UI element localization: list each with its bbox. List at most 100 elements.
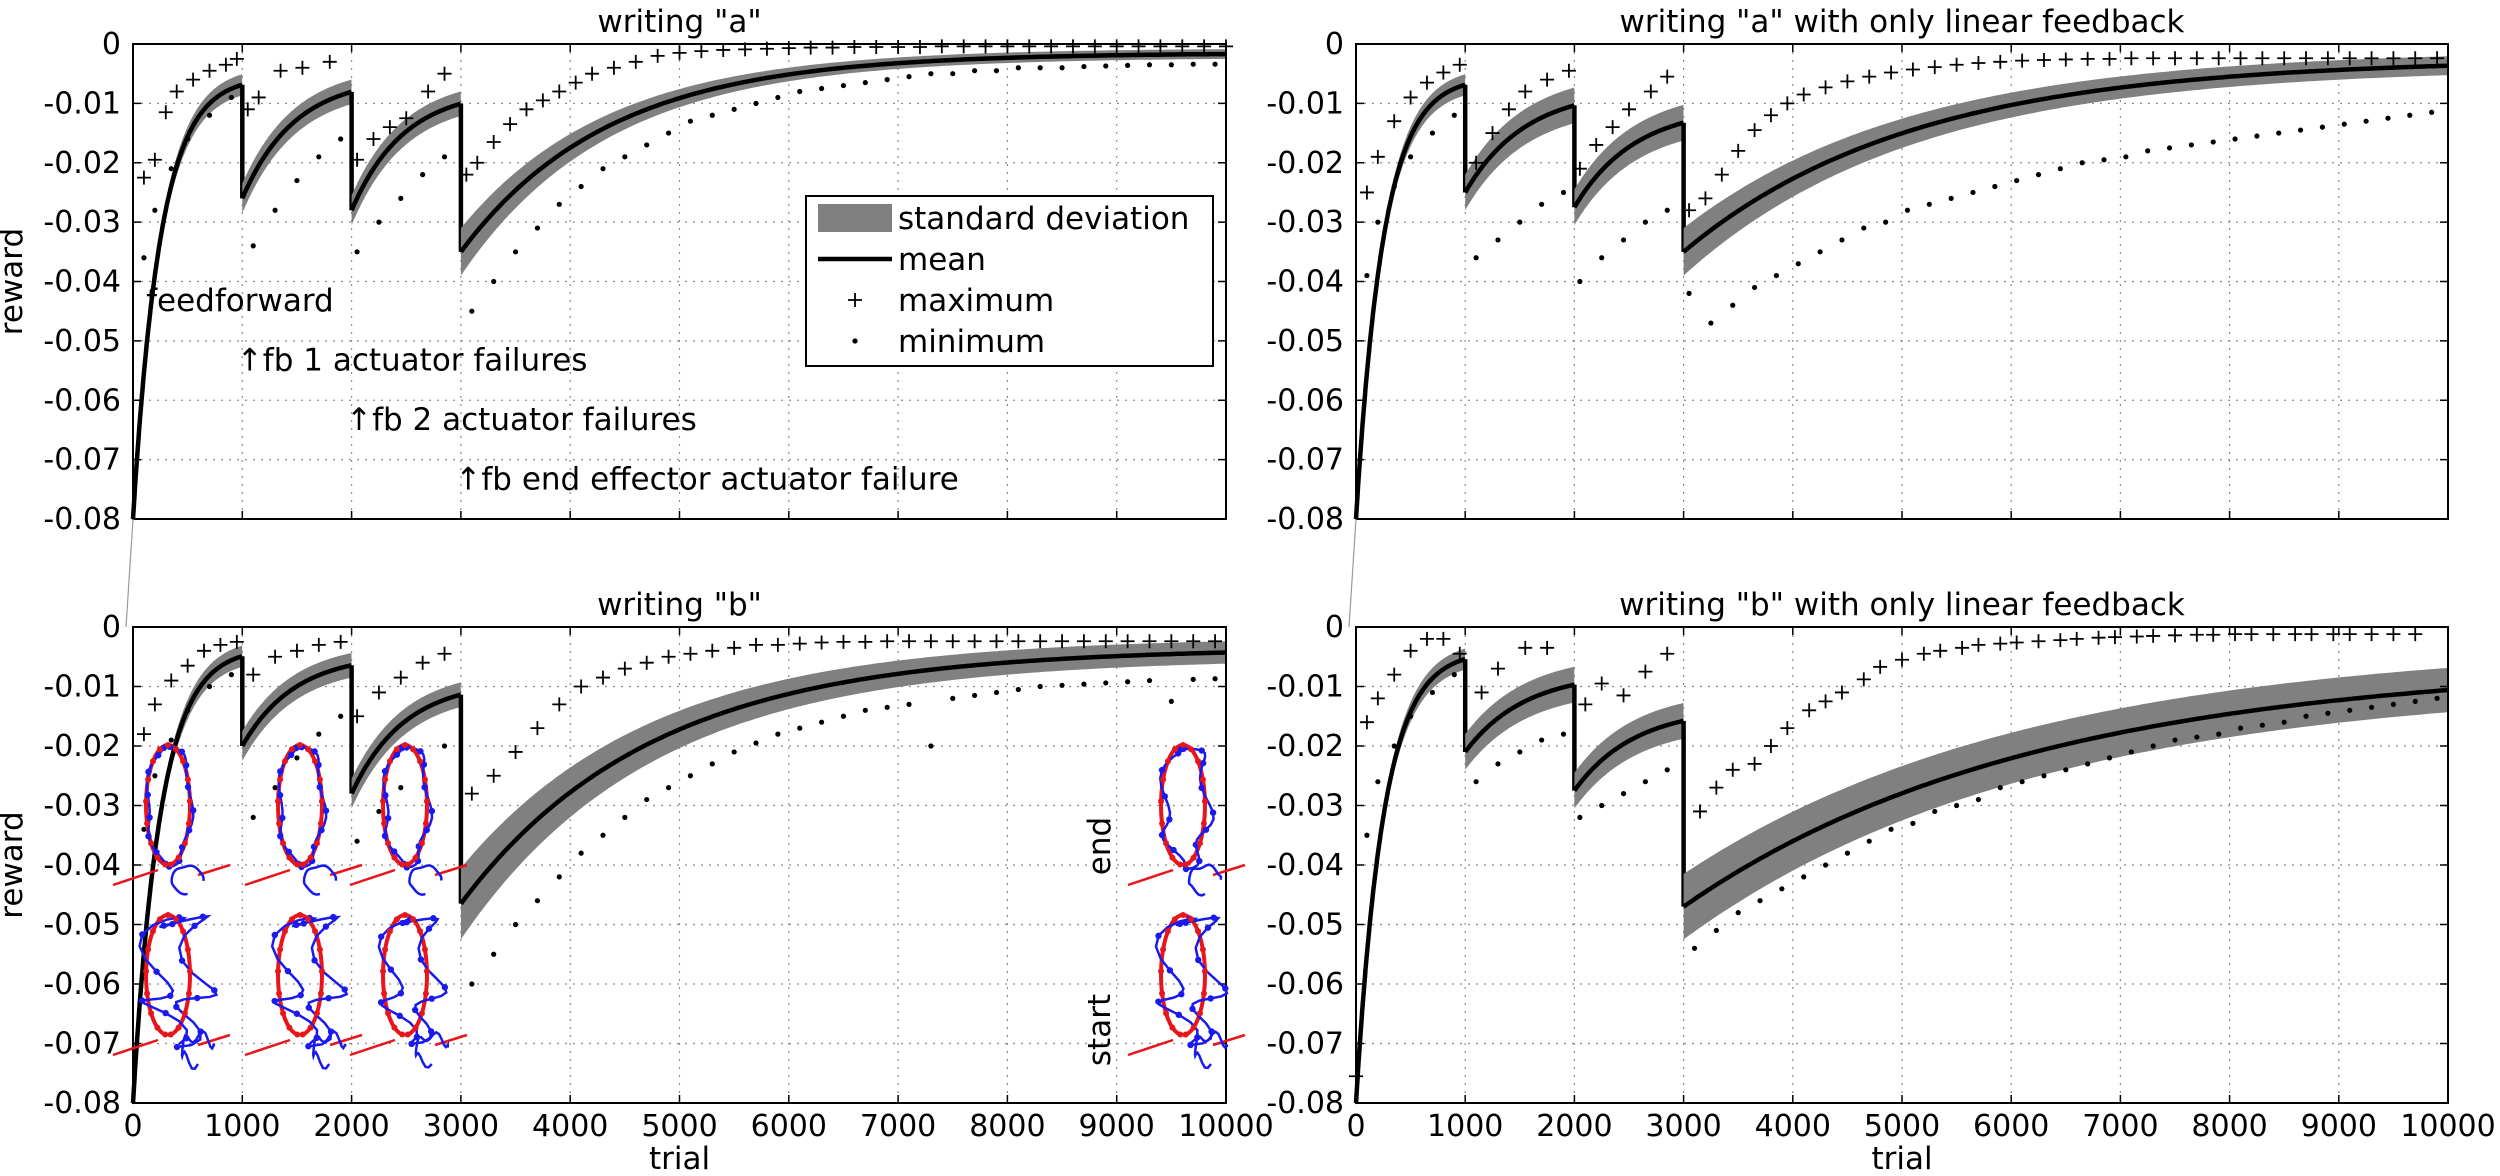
maximum-point xyxy=(229,51,244,66)
minimum-point xyxy=(1975,796,1982,803)
minimum-point xyxy=(1081,681,1087,687)
target-trajectory-point xyxy=(313,840,320,847)
actual-trajectory-point xyxy=(191,922,198,930)
target-trajectory xyxy=(434,863,468,877)
trajectory-inset xyxy=(349,912,468,1069)
x-tick-label: 2000 xyxy=(1536,1109,1612,1144)
maximum-point xyxy=(371,685,386,700)
minimum-point xyxy=(1861,225,1867,231)
maximum-point xyxy=(2124,51,2139,66)
maximum-point xyxy=(1643,84,1658,99)
actual-trajectory-point xyxy=(1155,932,1162,940)
maximum-point xyxy=(2304,627,2319,642)
maximum-point xyxy=(2320,51,2335,66)
minimum-point xyxy=(2325,710,2331,716)
y-tick-label: -0.04 xyxy=(1266,848,1344,883)
y-tick-label: -0.06 xyxy=(1266,383,1344,418)
maximum-point xyxy=(1747,123,1762,138)
minimum-point xyxy=(1081,63,1087,70)
actual-trajectory-point xyxy=(160,922,167,929)
maximum-point xyxy=(1561,63,1576,78)
std-band-segment xyxy=(351,91,461,226)
y-tick-label: -0.01 xyxy=(1266,670,1344,705)
actual-trajectory-point xyxy=(441,984,449,991)
maximum-point xyxy=(350,709,365,724)
minimum-point xyxy=(2085,761,2091,767)
target-trajectory-point xyxy=(402,912,408,918)
minimum-point xyxy=(906,74,912,80)
maximum-point xyxy=(1622,102,1636,117)
minimum-point xyxy=(2237,725,2244,731)
target-trajectory-point xyxy=(1158,798,1165,805)
target-trajectory-point xyxy=(1163,840,1170,847)
y-tick-label: -0.04 xyxy=(1266,265,1344,300)
minimum-point xyxy=(1408,154,1414,160)
maximum-point xyxy=(1501,102,1516,117)
minimum-point xyxy=(294,177,300,184)
actual-trajectory-point xyxy=(327,1028,335,1035)
maximum-point xyxy=(311,637,326,652)
maximum-point xyxy=(164,673,179,688)
minimum-point xyxy=(2368,704,2375,710)
maximum-point xyxy=(1682,203,1697,218)
legend-swatch-std xyxy=(818,204,892,232)
target-trajectory-point xyxy=(297,742,303,748)
actual-trajectory-point xyxy=(197,1028,204,1035)
minimum-point xyxy=(1664,207,1670,213)
trajectory-inset xyxy=(244,742,363,896)
annotation-text: ↑fb end effector actuator failure xyxy=(455,461,958,497)
legend-swatch-min xyxy=(852,338,858,344)
actual-trajectory-point xyxy=(1198,747,1205,754)
maximum-point xyxy=(2255,51,2270,66)
minimum-point xyxy=(1888,826,1894,832)
minimum-point xyxy=(665,130,672,136)
maximum-point xyxy=(2091,630,2106,645)
minimum-point xyxy=(1539,201,1545,207)
maximum-point xyxy=(1840,74,1855,89)
minimum-point xyxy=(1146,62,1153,68)
maximum-point xyxy=(1616,688,1631,703)
std-band-segment xyxy=(1683,667,2448,940)
minimum-point xyxy=(1495,761,1501,767)
target-trajectory-point xyxy=(1188,746,1195,753)
y-tick-label: 0 xyxy=(102,27,121,62)
target-trajectory-point xyxy=(186,798,193,805)
minimum-point xyxy=(2390,701,2396,707)
target-trajectory-point xyxy=(386,758,393,765)
maximum-point xyxy=(1572,161,1587,176)
minimum-point xyxy=(2188,142,2194,148)
minimum-point xyxy=(1364,272,1370,279)
target-trajectory-point xyxy=(412,854,419,861)
maximum-point xyxy=(1518,84,1533,99)
target-trajectory-point xyxy=(162,1031,169,1038)
minimum-point xyxy=(1839,237,1845,243)
target-trajectory-point xyxy=(1200,820,1207,827)
target-trajectory-point xyxy=(1195,758,1202,765)
minimum-point xyxy=(1539,737,1545,743)
maximum-point xyxy=(1873,659,1888,674)
actual-trajectory-point xyxy=(305,1004,313,1011)
trajectory-insets: end start xyxy=(112,518,1357,1071)
target-trajectory-point xyxy=(404,861,411,868)
trajectory-inset xyxy=(1127,742,1246,897)
maximum-point xyxy=(2386,51,2401,66)
minimum-point xyxy=(1686,290,1692,296)
minimum-point xyxy=(578,183,584,190)
minimum-point xyxy=(2057,166,2063,172)
minimum-point xyxy=(1948,195,1954,201)
maximum-point xyxy=(2266,627,2281,642)
actual-trajectory-point xyxy=(1195,956,1202,964)
minimum-point xyxy=(1037,65,1043,71)
actual-trajectory-point xyxy=(144,791,151,799)
target-trajectory-point xyxy=(316,776,323,783)
maximum-point xyxy=(350,152,365,167)
minimum-point xyxy=(2429,109,2435,115)
legend-label: minimum xyxy=(898,324,1045,360)
maximum-point xyxy=(1905,62,1920,77)
maximum-point xyxy=(2288,627,2303,642)
y-tick-label: -0.01 xyxy=(43,670,121,705)
target-trajectory-point xyxy=(1159,820,1166,827)
actual-trajectory-point xyxy=(425,925,433,932)
maximum-point xyxy=(1916,646,1931,661)
target-trajectory-point xyxy=(286,854,293,861)
